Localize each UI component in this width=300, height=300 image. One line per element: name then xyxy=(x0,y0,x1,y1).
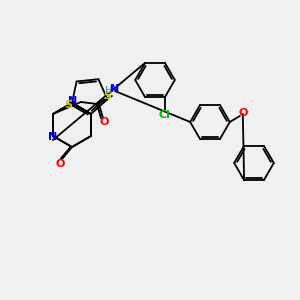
Text: S: S xyxy=(103,91,111,101)
Text: O: O xyxy=(99,117,109,127)
Text: N: N xyxy=(48,132,58,142)
Text: N: N xyxy=(110,84,120,94)
Text: Cl: Cl xyxy=(159,110,171,120)
Text: O: O xyxy=(238,108,248,118)
Text: S: S xyxy=(64,100,72,110)
Text: O: O xyxy=(55,159,65,169)
Text: N: N xyxy=(68,96,78,106)
Text: H: H xyxy=(105,86,112,96)
